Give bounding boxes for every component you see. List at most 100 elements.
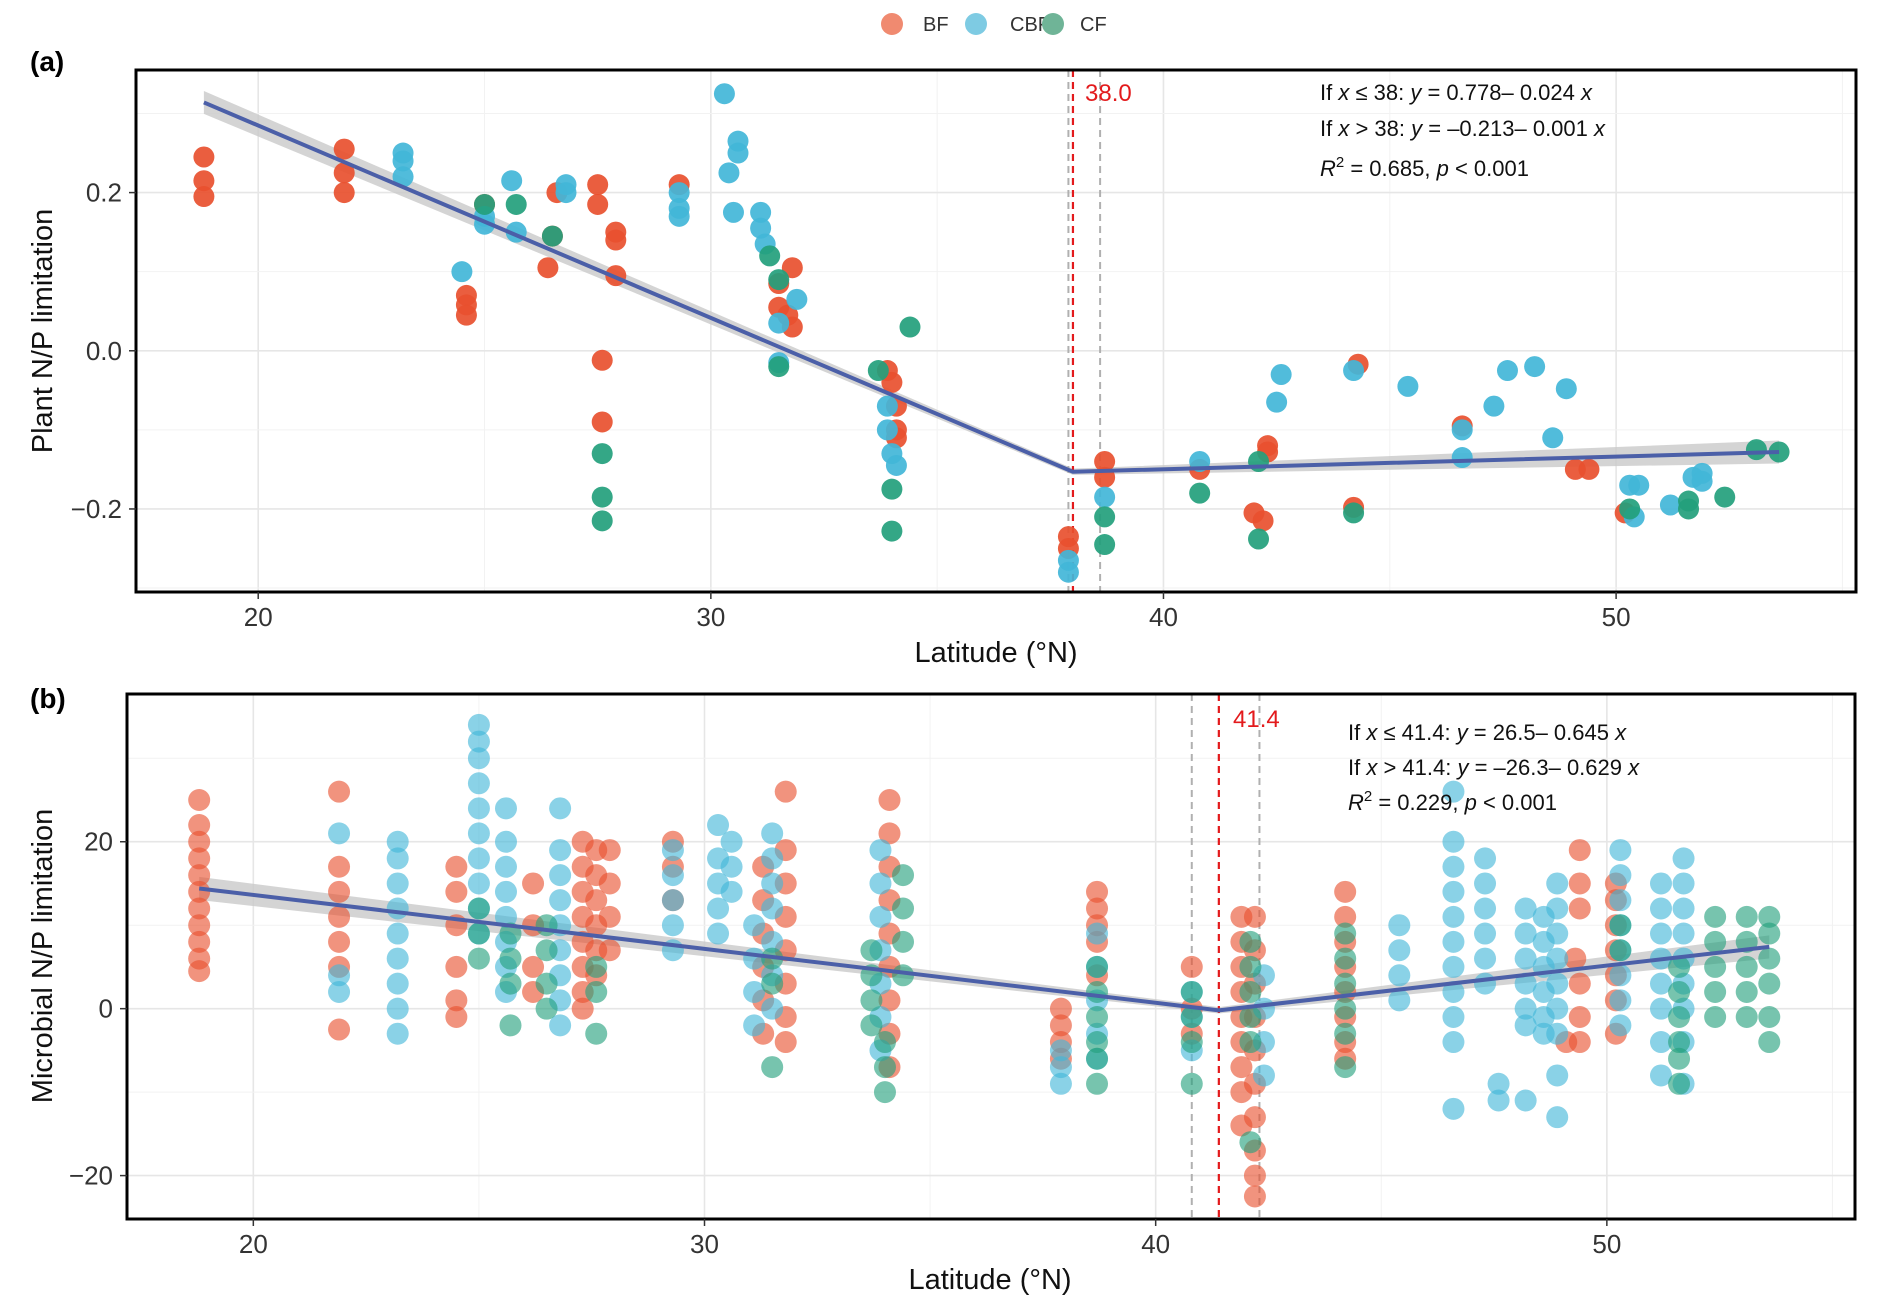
panel-a-point-cf [1189,483,1210,504]
panel-b-equation: If x ≤ 41.4: y = 26.5– 0.645 x If x > 41… [1348,720,1640,815]
panel-b-y-tick-label: 0 [99,994,113,1024]
panel-a-ci-band [204,91,1779,475]
panel-a-point-bf [193,147,214,168]
panel-b-point-cf [874,1081,896,1103]
panel-a-y-tick-label: 0.0 [86,336,122,366]
panel-a-point-cf [1094,506,1115,527]
panel-b-point-cbf [1609,1014,1631,1036]
panel-b-point-cf [1181,981,1203,1003]
panel-b-point-cf [499,973,521,995]
panel-b-point-cbf [1442,831,1464,853]
panel-b-point-cf [1334,1056,1356,1078]
panel-b-point-cbf [1442,931,1464,953]
panel-b-point-cf [468,923,490,945]
panel-b-point-cbf [1474,847,1496,869]
panel-b-point-cbf [869,839,891,861]
panel-b-y-tick-label: −20 [69,1161,113,1191]
panel-b-point-bf [1569,898,1591,920]
panel-b-point-bf [1181,956,1203,978]
panel-b-point-bf [599,906,621,928]
panel-b-point-cbf [721,831,743,853]
panel-b-point-cbf [1546,923,1568,945]
panel-b-point-cbf [662,839,684,861]
panel-a-point-cf [900,317,921,338]
panel-a-point-cf [592,443,613,464]
panel-b-point-cbf [1673,898,1695,920]
panel-b-point-cbf [1388,989,1410,1011]
panel-b-point-cbf [1388,964,1410,986]
panel-b-point-cbf [387,948,409,970]
panel-b-point-cf [1334,923,1356,945]
panel-b-point-cf [585,956,607,978]
panel-b-point-bf [445,1006,467,1028]
panel-b-point-bf [188,789,210,811]
panel-a-point-cf [1619,498,1640,519]
panel-a-point-cf [759,245,780,266]
panel-b-point-cbf [1673,923,1695,945]
panel-b-point-cbf [1546,1023,1568,1045]
panel-b-point-cbf [468,847,490,869]
panel-a-x-tick-label: 50 [1602,602,1631,632]
panel-a-point-cbf [1692,471,1713,492]
panel-b-point-bf [328,881,350,903]
panel-b-point-cbf [549,889,571,911]
panel-a-point-cf [1746,439,1767,460]
panel-a-point-bf [587,174,608,195]
panel-a-point-bf [587,194,608,215]
panel-a-point-cf [768,269,789,290]
panel-b-point-cf [536,939,558,961]
panel-a-r2-line: R2 = 0.685, p < 0.001 [1320,154,1529,181]
panel-a-point-bf [592,350,613,371]
panel-b-point-cbf [761,822,783,844]
panel-a-label: (a) [30,46,64,77]
panel-b-point-cbf [387,1023,409,1045]
panel-b-point-cf [892,931,914,953]
panel-a-x-ticks: 20 30 40 50 [244,592,1631,632]
panel-b-point-bf [1569,1006,1591,1028]
panel-b-point-bf [328,906,350,928]
panel-b-point-bf [775,1031,797,1053]
panel-a-point-cbf [1266,392,1287,413]
panel-b-breakpoint-label: 41.4 [1233,706,1280,733]
panel-b-point-cf [536,973,558,995]
panel-b-point-cf [1668,1048,1690,1070]
panel-b-point-cbf [707,923,729,945]
panel-a-point-bf [456,305,477,326]
panel-b-point-cf [1239,1131,1261,1153]
panel-b-point-bf [188,960,210,982]
panel-b-point-cf [1704,956,1726,978]
panel-a-point-cbf [1271,364,1292,385]
panel-b-point-bf [1244,906,1266,928]
panel-b-point-cbf [1474,898,1496,920]
panel-a-point-cbf [1452,447,1473,468]
panel-b-y-axis-title: Microbial N/P limitation [27,809,59,1103]
panel-a-point-cbf [1483,396,1504,417]
panel-b-point-cf [1704,931,1726,953]
panel-a-point-bf [592,411,613,432]
panel-b-point-bf [328,856,350,878]
panel-b-point-cbf [387,923,409,945]
panel-b-point-bf [1569,1031,1591,1053]
panel-a-point-cbf [1542,427,1563,448]
panel-a-equation-line-2: If x > 38: y = –0.213– 0.001 x [1320,116,1606,141]
panel-b-point-cf [1086,1073,1108,1095]
panel-b-x-tick-label: 50 [1592,1229,1621,1259]
panel-b-point-bf [1244,1185,1266,1207]
panel-b-point-cbf [761,872,783,894]
panel-a-point-cbf [1660,495,1681,516]
panel-b-point-cf [761,1056,783,1078]
panel-a-point-cbf [877,396,898,417]
panel-b-point-cf [892,898,914,920]
panel-b-point-cf [1736,956,1758,978]
panel-a-point-cf [1343,502,1364,523]
panel-b-point-bf [328,1019,350,1041]
panel-b-point-cbf [1673,872,1695,894]
panel-b-point-cf [1609,939,1631,961]
panel-b-point-bf [1244,1165,1266,1187]
panel-b-point-cbf [549,864,571,886]
panel-b-equation-line-2: If x > 41.4: y = –26.3– 0.629 x [1348,755,1640,780]
panel-a-point-cbf [768,313,789,334]
panel-b-x-tick-label: 40 [1141,1229,1170,1259]
panel-b-point-cbf [1546,898,1568,920]
panel-b-point-cf [1704,981,1726,1003]
